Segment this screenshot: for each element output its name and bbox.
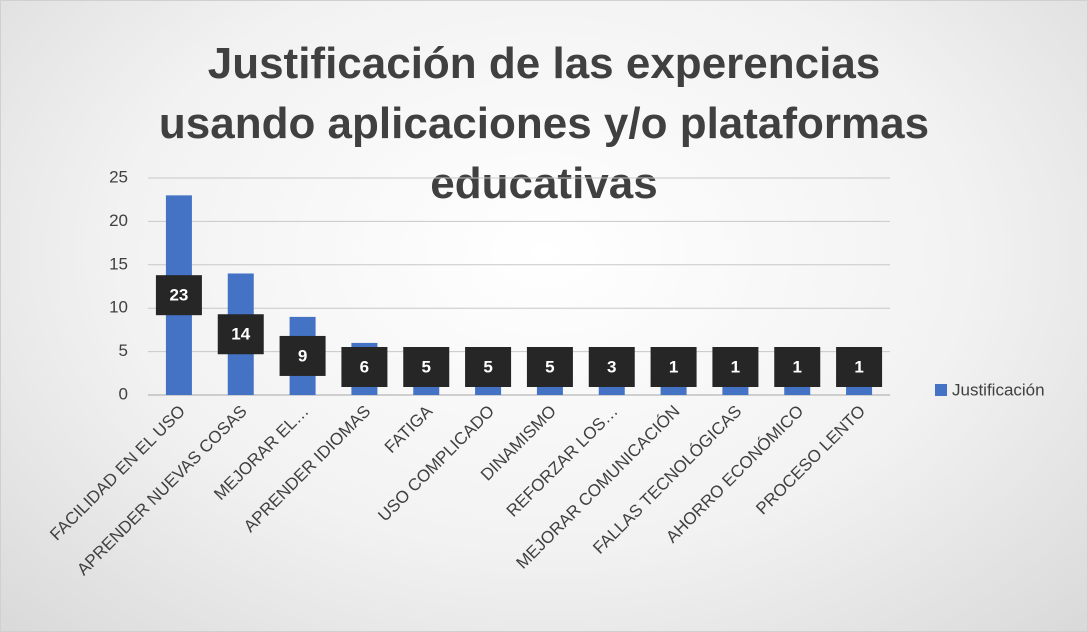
- data-label: 23: [169, 286, 188, 305]
- data-label-box: [341, 347, 388, 387]
- y-tick-label: 10: [109, 298, 128, 317]
- legend-label: Justificación: [952, 380, 1045, 399]
- data-label-box: [774, 347, 821, 387]
- bar: [846, 386, 873, 395]
- bar: [660, 386, 687, 395]
- data-label-box: [650, 347, 697, 387]
- x-tick-label: REFORZAR LOS…: [503, 402, 622, 521]
- data-label-box: [712, 347, 759, 387]
- data-label: 3: [607, 357, 616, 376]
- data-label: 1: [854, 357, 863, 376]
- x-tick-label: FATIGA: [381, 401, 437, 457]
- x-tick-label: USO COMPLICADO: [374, 402, 498, 526]
- data-label: 14: [231, 325, 250, 344]
- x-tick-label: PROCESO LENTO: [752, 402, 869, 519]
- y-tick-label: 25: [109, 167, 128, 186]
- chart-title: Justificación de las experencias usando …: [158, 39, 930, 208]
- bar: [784, 386, 811, 395]
- x-tick-label: APRENDER IDIOMAS: [240, 402, 374, 536]
- data-label-box: [465, 347, 512, 387]
- data-label-box: [526, 347, 573, 387]
- data-label-box: [217, 314, 264, 355]
- data-label-box: [403, 347, 450, 387]
- data-label: 9: [298, 346, 307, 365]
- bar: [722, 386, 749, 395]
- y-tick-label: 0: [119, 384, 128, 403]
- data-label: 1: [669, 357, 678, 376]
- data-label: 5: [545, 357, 554, 376]
- data-label-box: [836, 347, 883, 387]
- data-label: 5: [483, 357, 492, 376]
- y-tick-label: 15: [109, 254, 128, 273]
- y-tick-label: 5: [119, 341, 128, 360]
- data-label: 1: [731, 357, 740, 376]
- data-label-box: [155, 275, 202, 316]
- data-label-box: [279, 335, 326, 376]
- legend-swatch: [935, 384, 947, 396]
- data-label-box: [588, 347, 635, 387]
- data-label: 6: [360, 357, 369, 376]
- y-tick-label: 20: [109, 211, 128, 230]
- data-label: 1: [793, 357, 802, 376]
- data-label: 5: [422, 357, 431, 376]
